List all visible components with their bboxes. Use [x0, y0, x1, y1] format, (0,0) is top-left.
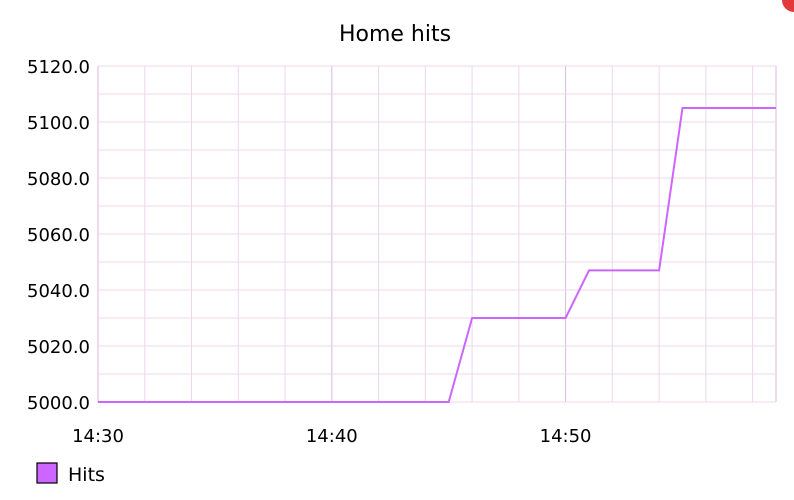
- x-tick-label: 14:40: [306, 426, 358, 447]
- y-tick-label: 5060.0: [27, 225, 90, 246]
- y-tick-label: 5080.0: [27, 169, 90, 190]
- legend: Hits: [36, 462, 105, 486]
- x-axis-tick-labels: 14:30 14:40 14:50: [72, 426, 591, 447]
- y-tick-label: 5100.0: [27, 113, 90, 134]
- x-tick-label: 14:50: [540, 426, 592, 447]
- y-tick-label: 5020.0: [27, 337, 90, 358]
- y-tick-label: 5040.0: [27, 281, 90, 302]
- chart-title: Home hits: [339, 22, 451, 47]
- y-tick-label: 5000.0: [27, 393, 90, 414]
- grid: [97, 65, 777, 403]
- legend-label-hits: Hits: [68, 464, 105, 486]
- x-tick-label: 14:30: [72, 426, 124, 447]
- series-line-hits: [98, 107, 776, 403]
- series-layer: [98, 107, 776, 403]
- y-tick-label: 5120.0: [27, 57, 90, 78]
- legend-swatch: [36, 462, 58, 484]
- y-axis-tick-labels: 5000.0 5020.0 5040.0 5060.0 5080.0 5100.0 5120…: [27, 57, 90, 414]
